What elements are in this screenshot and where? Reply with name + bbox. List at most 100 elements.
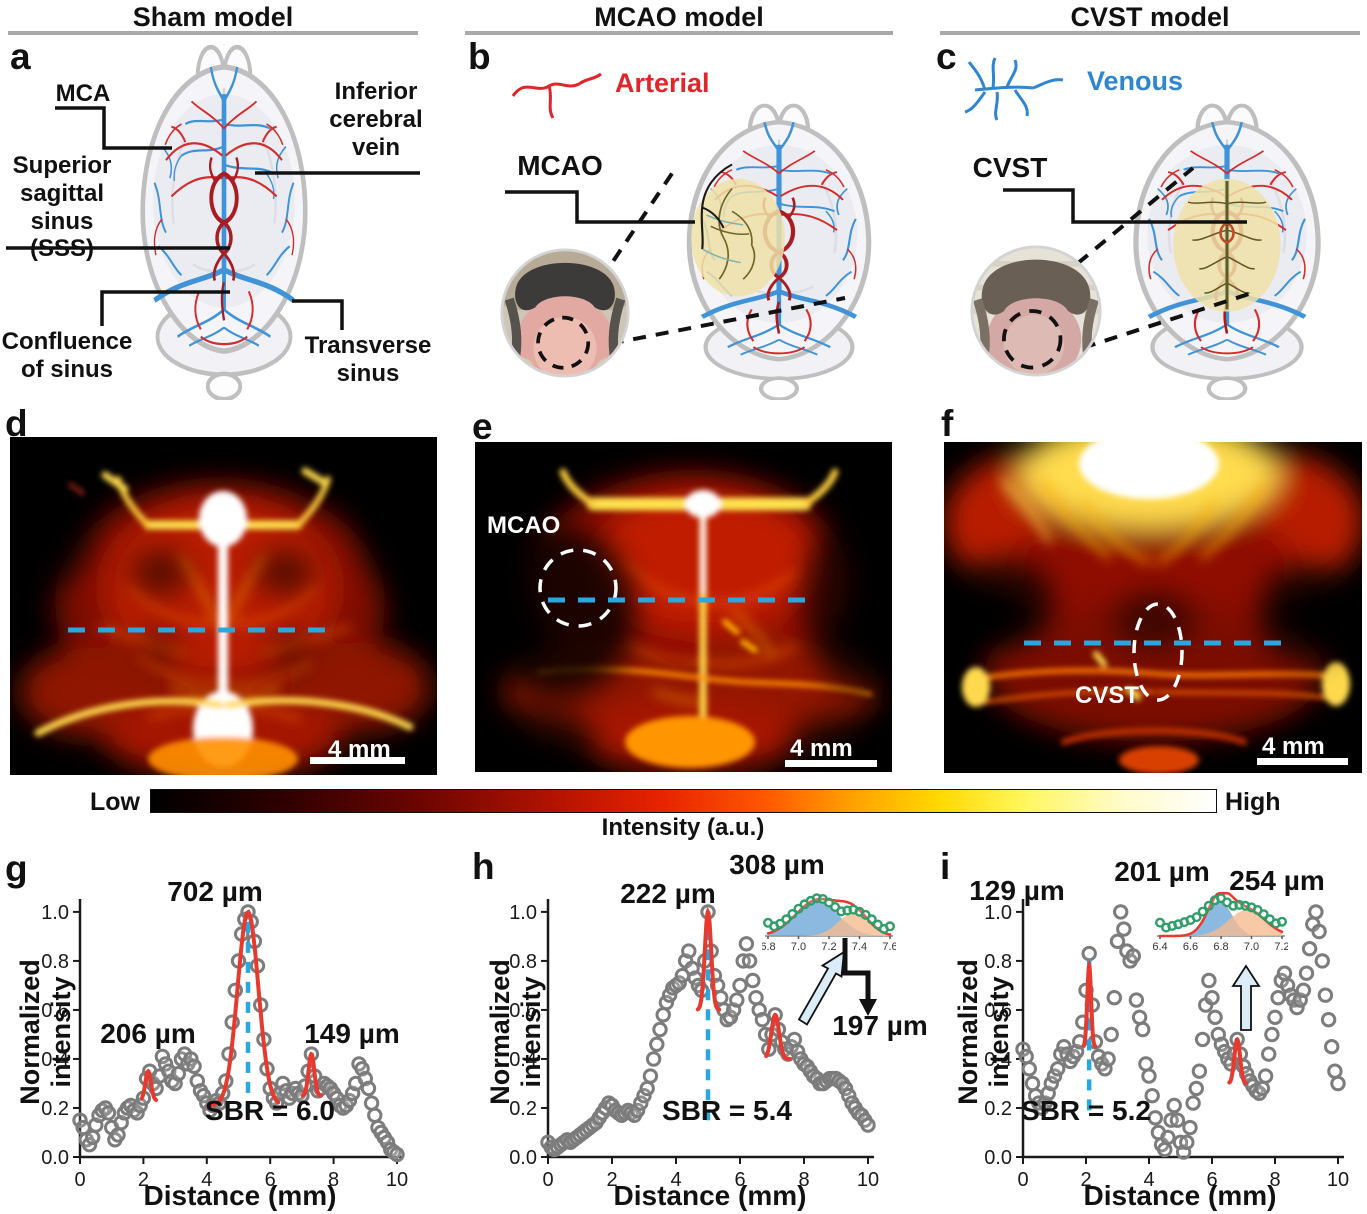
data-point [1147, 1110, 1164, 1126]
inset-tick-label: 6.8 [1213, 941, 1228, 953]
data-point [1160, 1129, 1176, 1146]
panel-f-fluorescence-image [944, 442, 1362, 773]
fit-curve [206, 909, 281, 1108]
data-point [1201, 972, 1217, 989]
x-tick-label: 6 [1206, 1169, 1217, 1191]
panel-e-letter: e [472, 406, 493, 447]
cvst-image-label: CVST [1075, 682, 1140, 709]
scalebar-f-label: 4 mm [1262, 733, 1325, 760]
data-point [741, 953, 758, 969]
mcao-annotation: MCAO [517, 150, 603, 181]
panel-a-lead-lines [6, 106, 420, 330]
arterial-legend: Arterial [615, 68, 710, 98]
data-point [186, 1058, 202, 1075]
y-tick-label: 0.0 [509, 1147, 537, 1169]
x-tick-label: 2 [138, 1169, 149, 1191]
arterial-icon [511, 72, 602, 119]
data-point [1135, 1021, 1151, 1038]
inset-gaussian [1160, 900, 1282, 936]
h-inset-right-label: 197 µm [832, 1010, 928, 1041]
inset-pointer-arrow-h [797, 950, 846, 1026]
inset-data-point [884, 921, 895, 932]
data-point [754, 1012, 771, 1028]
data-point [389, 1146, 405, 1163]
h-peak-main-label: 222 µm [620, 878, 716, 909]
g-peak-right-label: 149 µm [304, 1018, 400, 1049]
x-tick-label: 8 [1269, 1169, 1280, 1191]
venous-legend: Venous [1087, 66, 1184, 96]
y-tick-label: 0.4 [41, 1049, 69, 1071]
mcao-region-circle [538, 548, 618, 628]
panel-b-art [455, 72, 915, 400]
inset-gaussian [1160, 910, 1282, 936]
data-point [1257, 1068, 1274, 1084]
panel-i-letter: i [940, 846, 951, 887]
label-inferior-cerebral-vein: Inferior cerebral vein [329, 78, 423, 161]
y-tick-label: 0.4 [984, 1049, 1012, 1071]
data-point [1311, 923, 1327, 940]
y-tick-label: 0.8 [41, 951, 69, 973]
y-tick-label: 0.2 [509, 1098, 537, 1120]
data-point [1100, 1051, 1116, 1067]
x-tick-label: 8 [798, 1169, 809, 1191]
mcao-image-label: MCAO [487, 512, 561, 539]
panel-b-title: MCAO model [594, 2, 764, 32]
data-point [1324, 1039, 1340, 1055]
inset-tick-label: 7.0 [791, 941, 806, 953]
chart-h: 0 2 4 6 8 10 0.0 0.2 0.4 0.6 0.8 1.0 [509, 899, 879, 1191]
inset-tick-label: 6.8 [762, 941, 776, 953]
data-point [1194, 1031, 1211, 1048]
inset-data-point [1191, 912, 1202, 923]
venous-icon [964, 57, 1064, 121]
data-point [1308, 904, 1324, 920]
data-point [1128, 992, 1145, 1008]
elbow-arrow-h [842, 938, 871, 1001]
data-point [732, 977, 748, 994]
data-point [1116, 921, 1132, 937]
inset-data-point [1276, 916, 1287, 927]
colorbar-caption: Intensity (a.u.) [601, 814, 765, 841]
data-point [360, 1080, 377, 1097]
panel-c-rule [940, 31, 1360, 35]
x-tick-label: 0 [74, 1169, 85, 1191]
x-tick-label: 4 [1143, 1169, 1154, 1191]
fit-curve [764, 1012, 792, 1061]
y-tick-label: 0.6 [984, 1000, 1012, 1022]
scalebar-d-label: 4 mm [328, 736, 391, 763]
inset-data-point [787, 909, 798, 920]
inset-data-point [866, 914, 877, 925]
x-tick-label: 10 [857, 1169, 879, 1191]
y-tick-label: 0.6 [41, 1000, 69, 1022]
y-tick-label: 1.0 [41, 902, 69, 924]
y-tick-label: 0.8 [509, 951, 537, 973]
inset-data-point [1258, 909, 1269, 920]
panel-e-fluorescence-image [475, 442, 892, 772]
data-point [642, 1068, 659, 1084]
panel-b-letter: b [468, 36, 491, 77]
fit-curve [139, 1068, 159, 1102]
i-inset-left-label: 201 µm [1114, 856, 1210, 887]
intensity-colorbar [150, 789, 1217, 813]
data-point [1021, 1061, 1038, 1077]
data-point [649, 1036, 665, 1053]
x-tick-label: 10 [1327, 1169, 1349, 1191]
cvst-dashed-connectors [1058, 166, 1256, 357]
data-point [1320, 1012, 1337, 1028]
data-point [1261, 1046, 1277, 1062]
data-point [860, 1117, 876, 1133]
data-point [100, 1105, 117, 1121]
x-tick-label: 4 [670, 1169, 681, 1191]
panel-b-rule [465, 31, 893, 35]
inset-tick-label: 6.6 [1183, 941, 1198, 953]
data-point [738, 936, 755, 952]
data-point [1188, 1080, 1204, 1097]
panel-a-letter: a [10, 36, 31, 77]
y-tick-label: 1.0 [984, 902, 1012, 924]
g-sbr-label: SBR = 6.0 [205, 1095, 335, 1126]
scalebar-f [1257, 758, 1348, 765]
inset-tick-label: 6.4 [1152, 941, 1167, 953]
data-point [1204, 990, 1220, 1006]
y-tick-label: 1.0 [509, 902, 537, 924]
scalebar-e-label: 4 mm [790, 735, 853, 762]
x-tick-label: 0 [1017, 1169, 1028, 1191]
